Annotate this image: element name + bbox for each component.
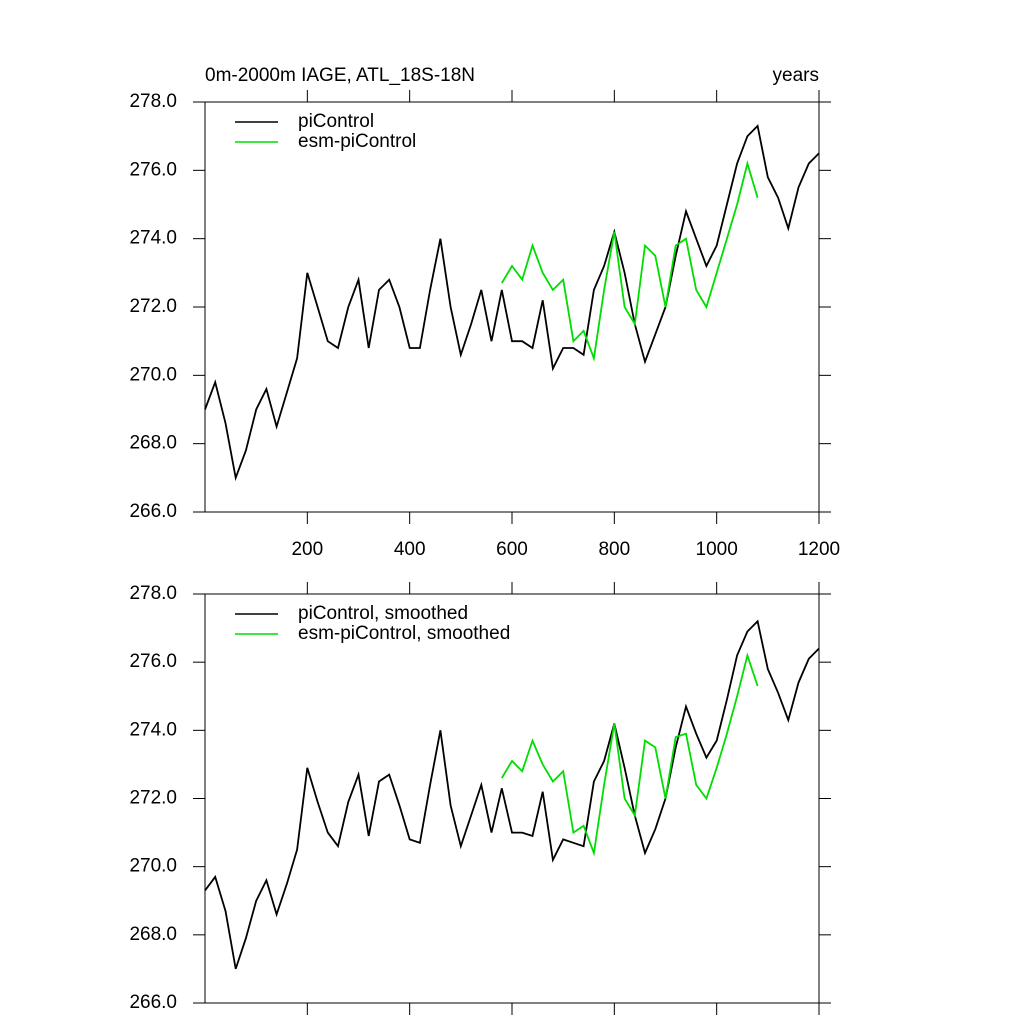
- y-tick-label: 268.0: [129, 924, 177, 945]
- legend-label: esm-piControl, smoothed: [298, 623, 510, 644]
- y-tick-label: 272.0: [129, 296, 177, 317]
- legend-label: piControl: [298, 111, 374, 132]
- y-tick-label: 278.0: [129, 583, 177, 604]
- y-tick-label: 268.0: [129, 433, 177, 454]
- y-tick-label: 270.0: [129, 364, 177, 385]
- y-tick-label: 266.0: [129, 501, 177, 522]
- y-tick-label: 274.0: [129, 719, 177, 740]
- data-line: [204, 124, 820, 482]
- x-axis-label: years: [773, 65, 819, 86]
- plot-frame: [204, 101, 820, 513]
- x-tick-label: 1200: [798, 539, 840, 560]
- x-tick-label: 400: [394, 539, 426, 560]
- data-line: [204, 619, 820, 970]
- legend-label: esm-piControl: [298, 131, 416, 152]
- y-tick-label: 278.0: [129, 91, 177, 112]
- y-tick-label: 266.0: [129, 992, 177, 1013]
- chart-title: 0m-2000m IAGE, ATL_18S-18N: [205, 65, 475, 86]
- y-tick-label: 276.0: [129, 651, 177, 672]
- x-tick-label: 600: [496, 539, 528, 560]
- legend-label: piControl, smoothed: [298, 603, 468, 624]
- x-tick-label: 800: [598, 539, 630, 560]
- y-tick-label: 276.0: [129, 159, 177, 180]
- y-tick-label: 270.0: [129, 856, 177, 877]
- data-line: [501, 160, 759, 362]
- y-tick-label: 274.0: [129, 228, 177, 249]
- data-line: [501, 652, 759, 857]
- x-tick-label: 1000: [696, 539, 738, 560]
- plot-frame: [204, 593, 820, 1004]
- x-tick-label: 200: [291, 539, 323, 560]
- y-tick-label: 272.0: [129, 788, 177, 809]
